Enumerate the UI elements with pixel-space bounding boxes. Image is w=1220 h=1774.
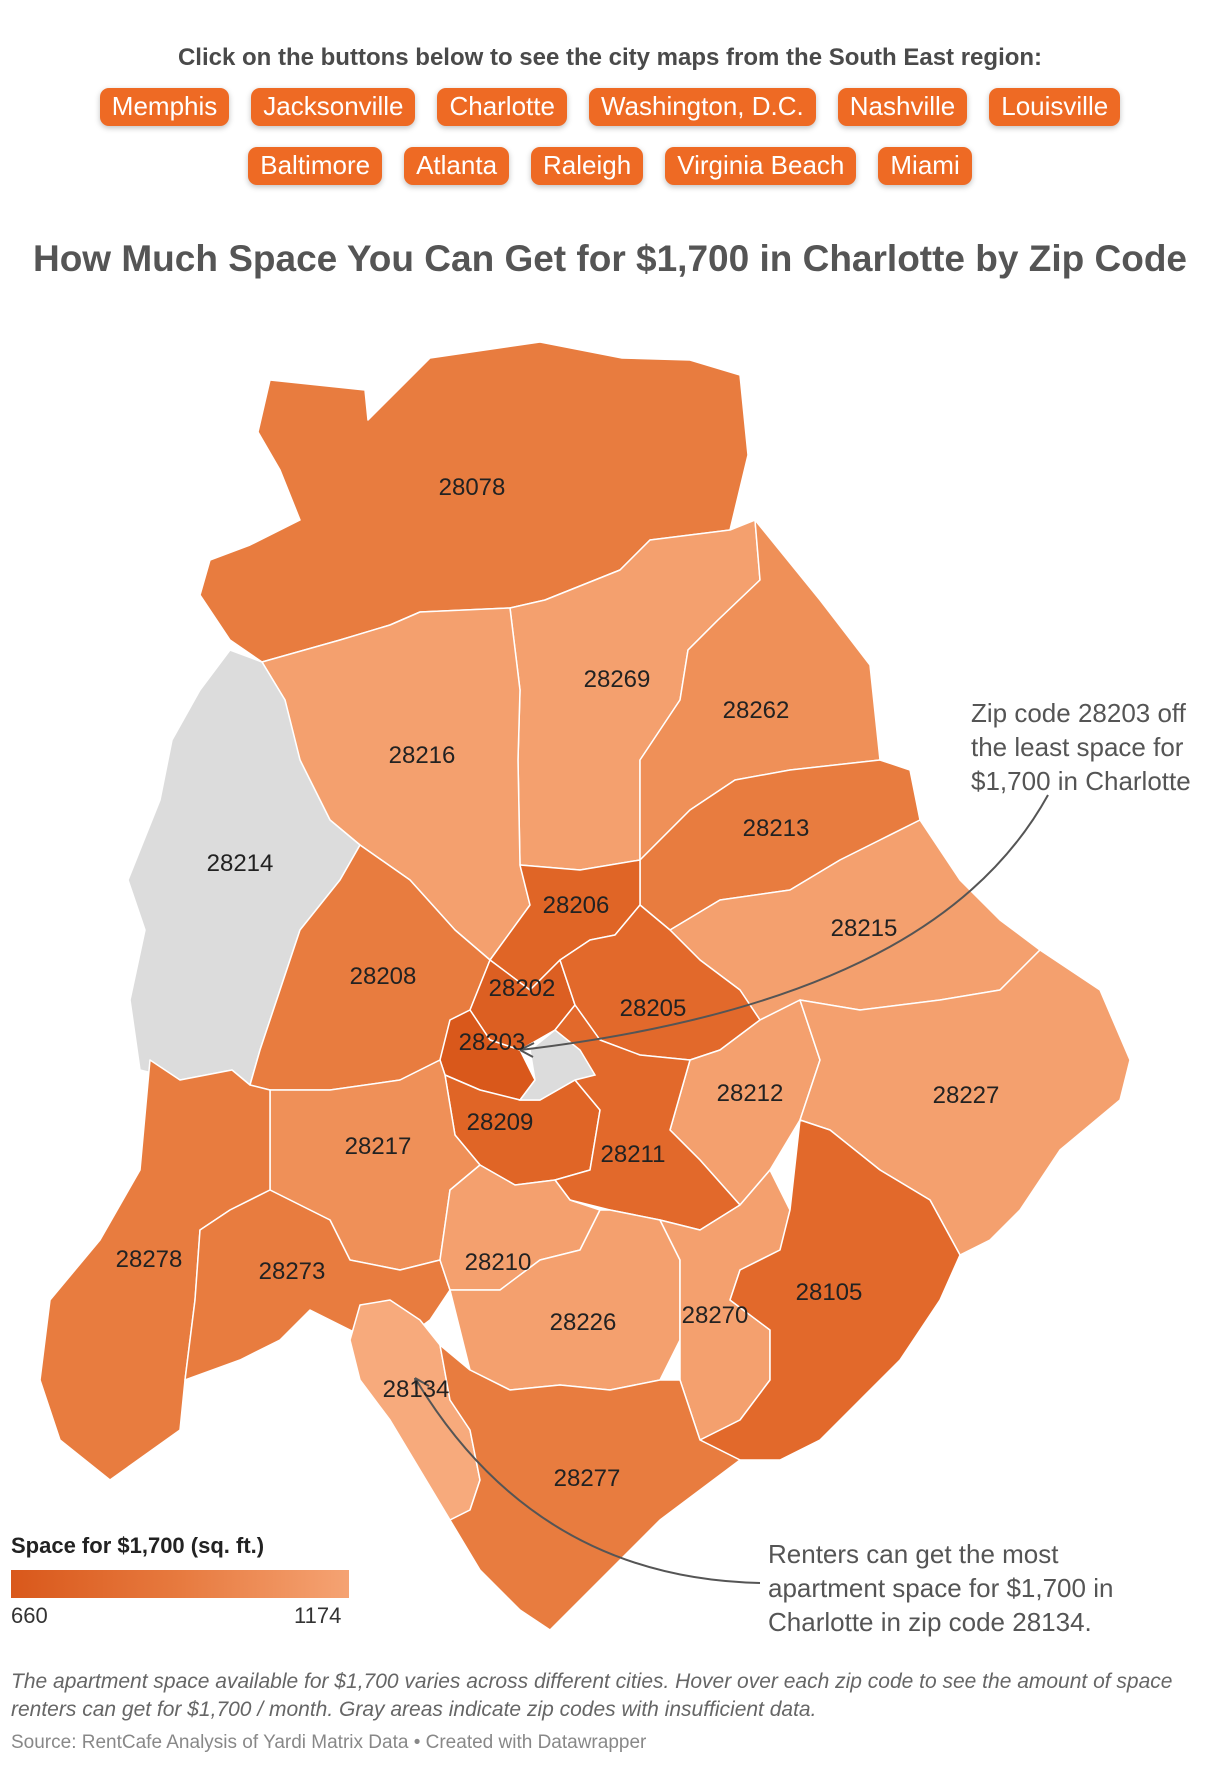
map-title: How Much Space You Can Get for $1,700 in… xyxy=(32,238,1188,279)
zip-label-28210: 28210 xyxy=(465,1249,532,1276)
zip-label-28227: 28227 xyxy=(933,1082,1000,1109)
annotation-arrow-most xyxy=(414,1377,761,1584)
city-button-jacksonville[interactable]: Jacksonville xyxy=(251,88,416,126)
annotation-arrowhead-least xyxy=(519,1042,535,1058)
annotation-least-space: Zip code 28203 off the least space for $… xyxy=(971,696,1191,798)
annotation-most-line-3: Charlotte in zip code 28134. xyxy=(768,1607,1092,1637)
footnote: The apartment space available for $1,700… xyxy=(11,1670,1173,1721)
zip-label-28217: 28217 xyxy=(345,1133,412,1160)
city-buttons-row-1: Memphis Jacksonville Charlotte Washingto… xyxy=(0,88,1220,126)
zip-region-28226[interactable] xyxy=(449,1209,681,1391)
zip-label-28203: 28203 xyxy=(459,1029,526,1056)
zip-region-28105[interactable] xyxy=(699,1119,961,1461)
legend-color-scale xyxy=(11,1570,349,1598)
city-button-atlanta[interactable]: Atlanta xyxy=(404,147,510,185)
city-button-charlotte[interactable]: Charlotte xyxy=(437,88,567,126)
zip-label-28226: 28226 xyxy=(550,1309,617,1336)
city-button-baltimore[interactable]: Baltimore xyxy=(248,147,383,185)
city-button-nashville[interactable]: Nashville xyxy=(837,88,968,126)
annotation-most-space: Renters can get the most apartment space… xyxy=(768,1537,1113,1639)
zip-label-28214: 28214 xyxy=(207,850,274,877)
legend-max-value: 1174 xyxy=(294,1603,342,1628)
zip-label-28211: 28211 xyxy=(601,1141,666,1168)
city-button-memphis[interactable]: Memphis xyxy=(99,88,230,126)
zip-region-28277[interactable] xyxy=(439,1344,741,1631)
zip-label-28134: 28134 xyxy=(383,1376,450,1403)
zip-label-28212: 28212 xyxy=(717,1080,784,1107)
zip-label-28208: 28208 xyxy=(350,963,417,990)
annotation-most-line-1: Renters can get the most xyxy=(768,1539,1059,1569)
city-button-louisville[interactable]: Louisville xyxy=(989,88,1121,126)
city-buttons-row-2: Baltimore Atlanta Raleigh Virginia Beach… xyxy=(0,147,1220,185)
annotation-least-line-3: $1,700 in Charlotte xyxy=(971,766,1191,796)
zip-label-28205: 28205 xyxy=(620,995,687,1022)
zip-label-28273: 28273 xyxy=(259,1258,326,1285)
legend-min-value: 660 xyxy=(11,1603,48,1628)
city-button-raleigh[interactable]: Raleigh xyxy=(531,147,644,185)
zip-label-28262: 28262 xyxy=(723,697,790,724)
zip-label-28209: 28209 xyxy=(467,1109,534,1136)
zip-label-28270: 28270 xyxy=(682,1302,749,1329)
zip-label-28215: 28215 xyxy=(831,915,898,942)
zip-label-28278: 28278 xyxy=(116,1246,183,1273)
city-button-washington-dc[interactable]: Washington, D.C. xyxy=(588,88,816,126)
zip-label-28105: 28105 xyxy=(796,1279,863,1306)
annotation-least-line-2: the least space for xyxy=(971,732,1184,762)
intro-text: Click on the buttons below to see the ci… xyxy=(177,44,1043,71)
annotation-arrowhead-most xyxy=(414,1377,430,1395)
source-credit: Source: RentCafe Analysis of Yardi Matri… xyxy=(11,1732,647,1753)
zip-label-28269: 28269 xyxy=(584,666,651,693)
annotation-least-line-1: Zip code 28203 off xyxy=(971,698,1186,728)
zip-label-28216: 28216 xyxy=(389,742,456,769)
zip-label-28206: 28206 xyxy=(543,892,610,919)
annotation-arrow-least xyxy=(519,794,1049,1051)
city-button-miami[interactable]: Miami xyxy=(878,147,972,185)
zip-label-28078: 28078 xyxy=(439,474,506,501)
zip-label-28213: 28213 xyxy=(743,815,810,842)
zip-label-28202: 28202 xyxy=(489,975,556,1002)
city-button-virginia-beach[interactable]: Virginia Beach xyxy=(665,147,857,185)
annotation-most-line-2: apartment space for $1,700 in xyxy=(768,1573,1114,1603)
zip-label-28277: 28277 xyxy=(554,1465,621,1492)
legend-title: Space for $1,700 (sq. ft.) xyxy=(11,1533,265,1558)
